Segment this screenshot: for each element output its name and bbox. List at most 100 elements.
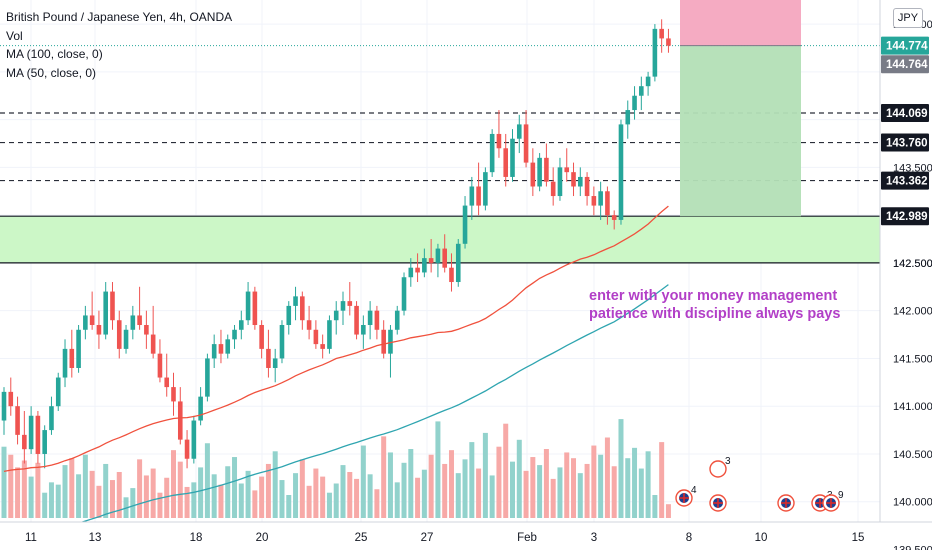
volume-bar <box>245 470 251 518</box>
volume-bar <box>143 475 149 518</box>
volume-bar <box>354 478 360 518</box>
candle <box>333 301 339 335</box>
legend-vol[interactable]: Vol <box>6 28 23 43</box>
candle-body <box>652 28 658 77</box>
candle <box>516 114 522 154</box>
candle-body <box>110 291 115 321</box>
candle-body <box>137 315 142 326</box>
volume-bar <box>130 488 136 518</box>
volume-bar <box>293 473 299 518</box>
economic-event-icon[interactable] <box>709 494 727 512</box>
candle <box>659 19 664 53</box>
annotation-line-2: patience with discipline always pays <box>589 306 841 322</box>
volume-bar <box>164 477 170 518</box>
legend-ma100[interactable]: MA (100, close, 0) <box>6 47 103 61</box>
legend-ma50[interactable]: MA (50, close, 0) <box>6 65 97 80</box>
volume-bar <box>489 475 495 518</box>
economic-event-icon[interactable]: 9 <box>822 490 844 512</box>
candle <box>164 353 170 397</box>
candle-body <box>374 310 380 330</box>
candle-body <box>259 325 264 349</box>
candle <box>69 329 75 378</box>
candle-body <box>252 291 258 326</box>
time-tick-label: 20 <box>256 532 269 544</box>
volume-bar <box>157 492 163 518</box>
candle <box>605 186 610 225</box>
position-reward-zone <box>680 45 801 217</box>
candle <box>496 110 502 158</box>
candle-body <box>225 339 231 354</box>
candle <box>272 348 278 383</box>
time-axis[interactable]: 11 13 18 20 25 27 Feb 3 8 10 15 <box>0 521 932 550</box>
volume-bar <box>665 504 671 518</box>
candle <box>374 305 380 340</box>
volume-bar <box>21 460 27 518</box>
candle <box>462 196 468 249</box>
volume-bars <box>1 419 671 518</box>
candle-body <box>469 186 475 206</box>
volume-bar <box>462 459 468 518</box>
price-tag-level: 143.760 <box>881 133 929 152</box>
volume-bar <box>89 470 95 518</box>
candle <box>266 329 271 378</box>
economic-event-icon[interactable] <box>777 494 795 512</box>
candle <box>15 396 20 445</box>
candle-body <box>537 157 542 187</box>
volume-bar <box>387 452 393 518</box>
ma100-line <box>3 284 669 540</box>
candle <box>327 315 332 354</box>
volume-bar <box>591 445 597 518</box>
volume-bar <box>116 472 122 518</box>
candle <box>591 186 597 216</box>
candle-body <box>62 348 68 378</box>
candle <box>598 181 603 220</box>
price-tick-label: 142.000 <box>893 306 932 318</box>
candle-body <box>659 28 664 39</box>
volume-bar <box>82 454 88 518</box>
candle <box>537 153 542 192</box>
event-markers[interactable]: 4339 <box>675 456 844 512</box>
candle-body <box>103 291 108 335</box>
volume-bar <box>8 454 14 518</box>
currency-button[interactable]: JPY <box>893 8 923 28</box>
economic-event-icon[interactable]: 4 <box>675 485 697 507</box>
volume-bar <box>211 474 217 518</box>
volume-bar <box>659 442 665 518</box>
volume-bar <box>367 474 373 518</box>
candle <box>191 415 197 464</box>
candle <box>232 325 237 349</box>
candle-body <box>394 310 400 330</box>
symbol-title[interactable]: British Pound / Japanese Yen, 4h, OANDA <box>6 10 233 24</box>
candle-body <box>327 320 332 349</box>
candle <box>239 310 244 340</box>
candle-body <box>571 172 576 187</box>
moving-averages <box>3 205 669 540</box>
candle <box>89 291 95 330</box>
candle <box>300 291 305 330</box>
volume-bar <box>516 439 522 518</box>
candle <box>49 396 54 435</box>
candle-body <box>320 344 325 349</box>
price-axis[interactable]: 139.500 140.000 140.500 141.000 141.500 142.0… <box>879 0 932 550</box>
candle <box>618 119 624 225</box>
candle <box>455 239 461 287</box>
volume-bar <box>421 469 427 518</box>
volume-bar <box>1 446 7 518</box>
candle <box>645 71 651 96</box>
volume-bar <box>503 423 509 518</box>
price-tick-label: 140.000 <box>893 497 932 509</box>
volume-bar <box>448 450 454 518</box>
time-axis-bg <box>0 522 880 550</box>
candle <box>340 291 346 326</box>
price-tick-label: 140.500 <box>893 449 932 461</box>
candle <box>286 301 292 335</box>
candle <box>442 234 447 273</box>
candle <box>171 372 176 416</box>
candle-body <box>367 310 373 326</box>
volume-bar <box>232 457 238 518</box>
volume-bar <box>428 454 434 518</box>
time-tick-label: 25 <box>355 532 368 544</box>
economic-event-icon[interactable]: 3 <box>709 456 731 478</box>
candle <box>639 76 644 111</box>
